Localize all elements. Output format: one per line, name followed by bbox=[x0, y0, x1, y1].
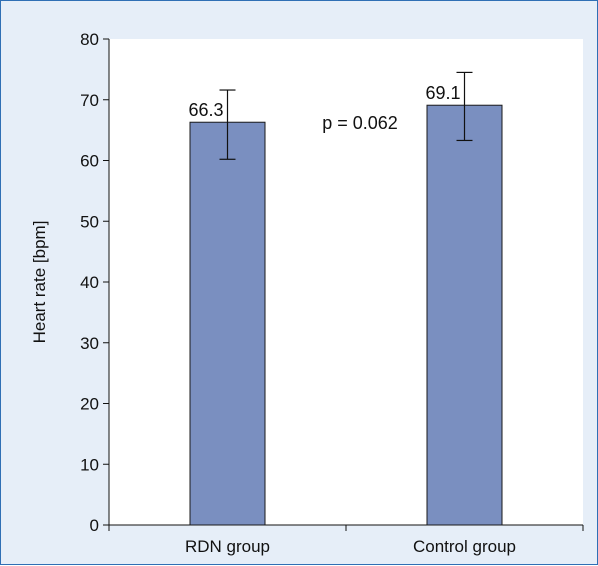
axes: 0 10 20 30 40 50 60 70 80 bbox=[80, 30, 584, 535]
bar-rdn-group bbox=[189, 121, 266, 526]
data-label: 69.1 bbox=[425, 83, 460, 103]
data-label: 66.3 bbox=[188, 100, 223, 120]
y-tick-label: 70 bbox=[80, 91, 99, 110]
plot-area bbox=[109, 39, 583, 525]
y-tick-label: 60 bbox=[80, 152, 99, 171]
bar-control-group bbox=[426, 104, 503, 526]
y-axis-label: Heart rate [bpm] bbox=[30, 221, 49, 344]
y-tick-label: 10 bbox=[80, 455, 99, 474]
y-tick-label: 80 bbox=[80, 30, 99, 49]
bars bbox=[189, 104, 503, 526]
y-tick-label: 50 bbox=[80, 212, 99, 231]
x-category-label: RDN group bbox=[185, 537, 270, 556]
y-tick-label: 20 bbox=[80, 395, 99, 414]
y-tick-label: 30 bbox=[80, 334, 99, 353]
labels: 66.3 RDN group 69.1 Control group bbox=[185, 83, 516, 556]
error-bars bbox=[219, 71, 473, 160]
y-tick-label: 40 bbox=[80, 273, 99, 292]
x-category-label: Control group bbox=[413, 537, 516, 556]
p-value-annotation: p = 0.062 bbox=[322, 113, 398, 133]
y-tick-label: 0 bbox=[90, 516, 99, 535]
